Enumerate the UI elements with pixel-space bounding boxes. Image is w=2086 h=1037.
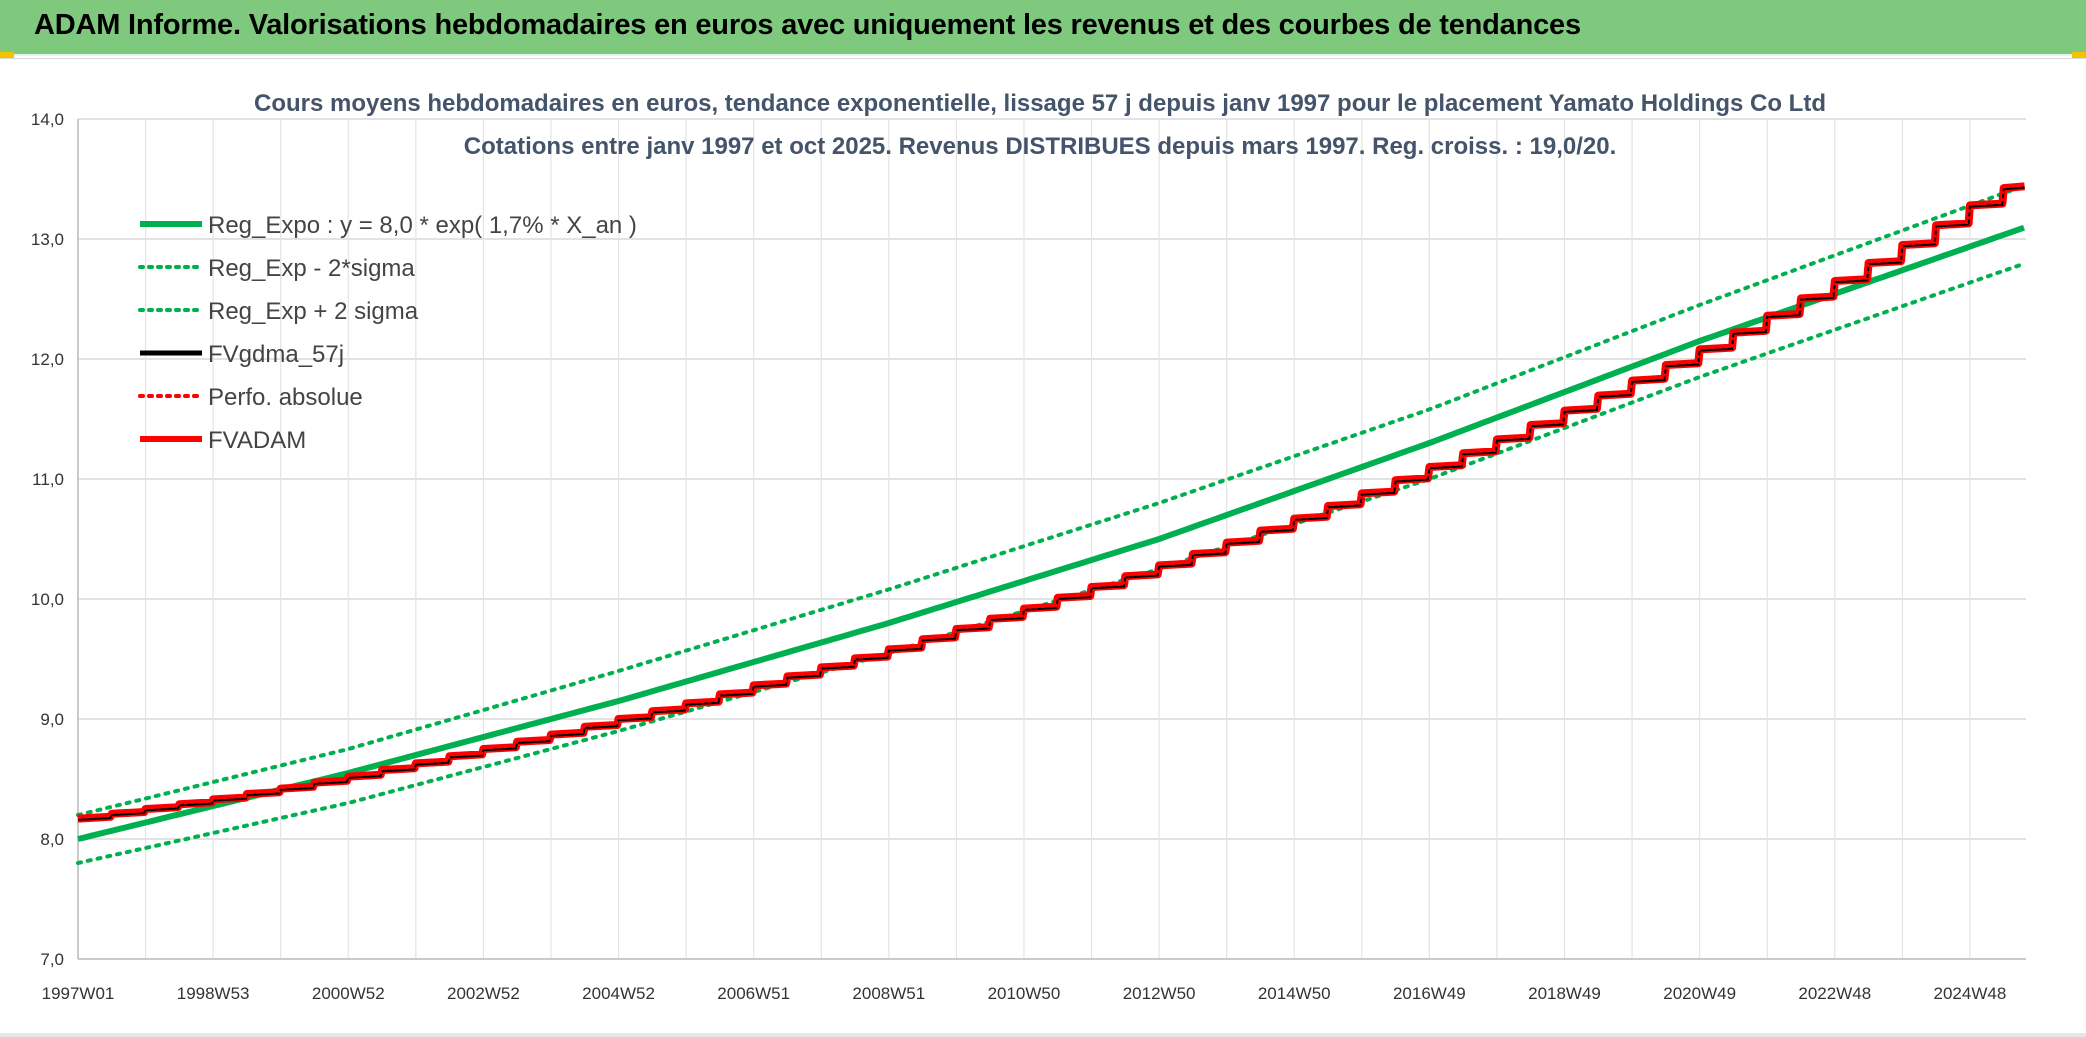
chart-area: 7,0 8,0 9,0 10,0 11,0 12,0 13,0 14,0 1997W01 1998… [0, 58, 2086, 1034]
y-tick-label: 13,0 [31, 230, 64, 249]
x-tick-label: 2016W49 [1393, 984, 1466, 1003]
y-tick-label: 11,0 [32, 470, 64, 489]
chart-subtitle: Cotations entre janv 1997 et oct 2025. R… [464, 133, 1616, 160]
axis-ticks: 7,0 8,0 9,0 10,0 11,0 12,0 13,0 14,0 1997W01 1998… [31, 110, 2006, 1003]
y-tick-label: 12,0 [31, 350, 64, 369]
legend-label: Reg_Exp + 2 sigma [208, 298, 419, 325]
chart-title: Cours moyens hebdomadaires en euros, ten… [254, 90, 1826, 117]
x-tick-label: 2006W51 [717, 984, 790, 1003]
legend-label: FVADAM [208, 427, 306, 454]
x-tick-label: 2014W50 [1258, 984, 1331, 1003]
x-tick-label: 2020W49 [1663, 984, 1736, 1003]
x-tick-label: 2024W48 [1934, 984, 2007, 1003]
report-title: ADAM Informe. Valorisations hebdomadaire… [34, 9, 1581, 41]
x-tick-label: 2012W50 [1123, 984, 1196, 1003]
chart-legend: Reg_Expo : y = 8,0 * exp( 1,7% * X_an ) R… [138, 212, 637, 454]
bottom-strip [0, 1033, 2086, 1037]
lower-band-line [76, 261, 2026, 865]
legend-label: FVgdma_57j [208, 341, 344, 368]
line-chart: 7,0 8,0 9,0 10,0 11,0 12,0 13,0 14,0 1997W01 1998… [31, 90, 2026, 1003]
y-tick-label: 9,0 [40, 710, 64, 729]
x-tick-label: 2018W49 [1528, 984, 1601, 1003]
grid-lines [77, 118, 2026, 960]
x-tick-label: 1998W53 [177, 984, 250, 1003]
legend-label: Perfo. absolue [208, 384, 363, 411]
report-banner: ADAM Informe. Valorisations hebdomadaire… [0, 0, 2086, 56]
perfo-absolue-line [77, 184, 2025, 819]
y-tick-label: 10,0 [31, 590, 64, 609]
x-tick-label: 2008W51 [852, 984, 925, 1003]
x-tick-label: 2000W52 [312, 984, 385, 1003]
right-corner-mark [2072, 52, 2086, 58]
series-lines [76, 182, 2026, 865]
legend-label: Reg_Expo : y = 8,0 * exp( 1,7% * X_an ) [208, 212, 637, 239]
upper-band-line [76, 183, 2026, 817]
x-tick-label: 2004W52 [582, 984, 655, 1003]
x-tick-label: 1997W01 [42, 984, 115, 1003]
regression-line [77, 224, 2025, 842]
x-tick-label: 2010W50 [988, 984, 1061, 1003]
y-tick-label: 7,0 [40, 950, 64, 969]
x-tick-label: 2022W48 [1798, 984, 1871, 1003]
y-tick-label: 14,0 [31, 110, 64, 129]
fvgdma-line [77, 186, 2025, 821]
legend-label: Reg_Exp - 2*sigma [208, 255, 415, 282]
y-tick-label: 8,0 [40, 830, 64, 849]
x-tick-label: 2002W52 [447, 984, 520, 1003]
left-corner-mark [0, 52, 14, 58]
